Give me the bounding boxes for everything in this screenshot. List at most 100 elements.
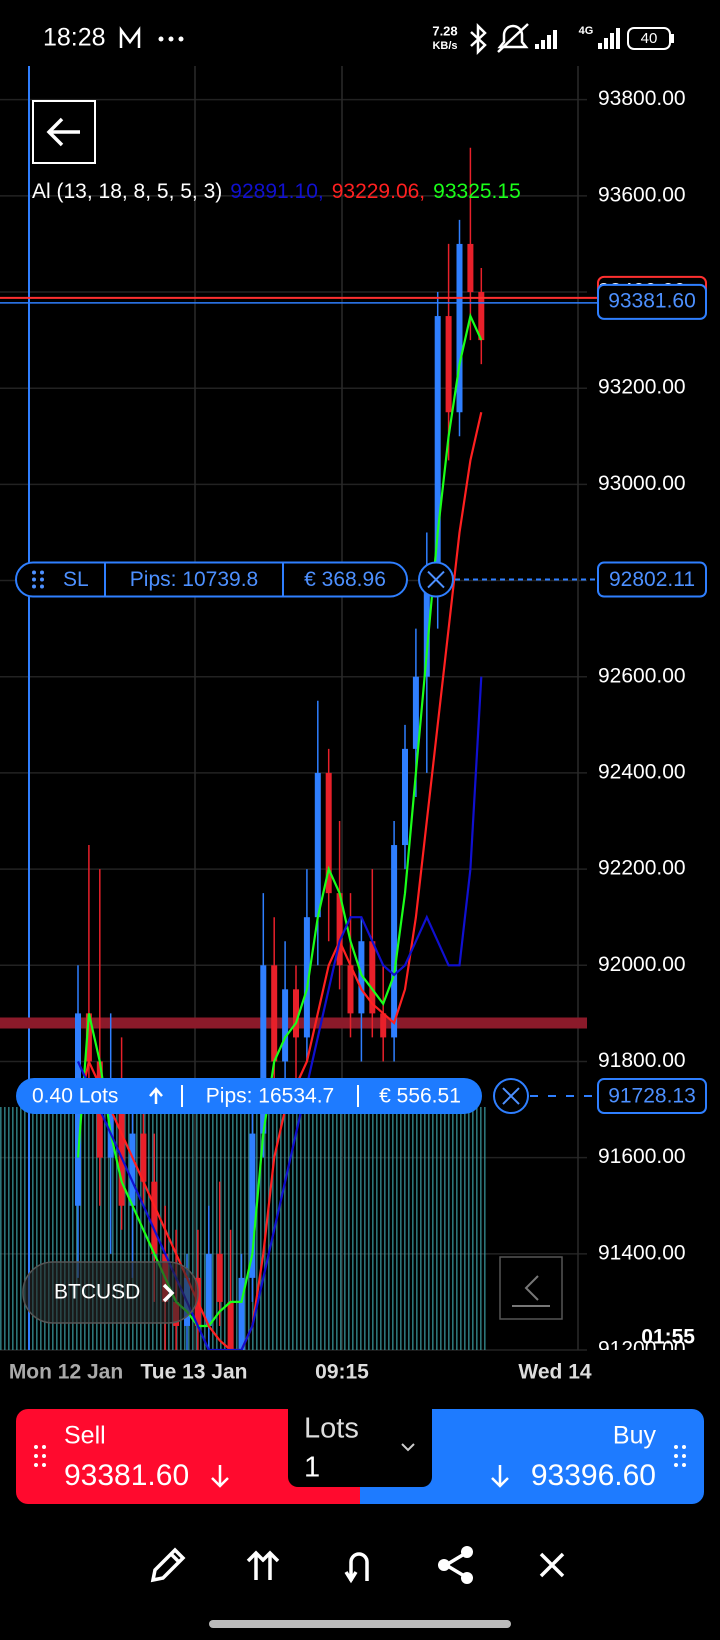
candle-body (314, 772, 321, 918)
y-tick-label: 91800.00 (598, 1049, 686, 1072)
order-price-label: 92802.11 (609, 568, 695, 591)
mail-icon (119, 26, 141, 48)
candle-body (205, 1253, 212, 1326)
buy-arrow (491, 1465, 509, 1488)
home-indicator (209, 1620, 511, 1628)
buy-button[interactable] (360, 1409, 704, 1504)
lots-dropdown (401, 1443, 415, 1452)
indicators-tool[interactable] (246, 1550, 280, 1580)
position-amount: € 556.51 (379, 1085, 461, 1108)
y-tick-label: 93800.00 (598, 87, 686, 110)
battery (627, 27, 671, 50)
close-x (502, 1087, 520, 1105)
candle-body (347, 965, 354, 1014)
candle-body (391, 845, 398, 1038)
candle-body (271, 965, 278, 1062)
close-x (427, 570, 445, 589)
share-dots (438, 1546, 473, 1584)
y-tick-label: 93600.00 (598, 183, 686, 206)
bluetooth-icon (470, 22, 487, 56)
close-tool[interactable] (539, 1552, 565, 1578)
x-tick-label: Mon 12 Jan (9, 1361, 123, 1384)
lots-arrow (149, 1087, 163, 1105)
silent-icon (497, 23, 529, 53)
candle-body (216, 1253, 223, 1302)
x-tick-label: Tue 13 Jan (141, 1361, 248, 1384)
candle-body (249, 1133, 256, 1278)
chart-area (0, 66, 587, 1350)
y-tick-label: 92200.00 (598, 857, 686, 880)
sell-arrow (211, 1465, 229, 1488)
candle-body (369, 941, 376, 1014)
drag-dot (32, 577, 36, 582)
plot (0, 147, 587, 1350)
drag-dot (32, 584, 36, 589)
candle-body (151, 1181, 158, 1254)
indicator-value: 93229.06, (332, 180, 425, 203)
chart-type-tool[interactable] (344, 1552, 369, 1584)
back-arrow (46, 117, 80, 147)
position-pill[interactable] (16, 1078, 482, 1115)
battery-level: 40 (641, 30, 658, 47)
drag-handle (674, 1445, 686, 1467)
candle-body (380, 1013, 387, 1038)
candle-body (325, 772, 332, 894)
net-speed: 7.28 (432, 23, 457, 38)
sell-button[interactable] (16, 1409, 360, 1504)
candle-body (467, 243, 474, 293)
scroll-end-button[interactable] (499, 1256, 563, 1320)
candle-body (293, 989, 299, 1038)
candle-body (129, 1133, 136, 1206)
price-label: 93381.60 (608, 289, 696, 312)
candle-body (456, 243, 463, 413)
y-tick-label: 91400.00 (598, 1241, 686, 1264)
position-pips: Pips: 16534.7 (206, 1085, 334, 1108)
drag-dot (40, 584, 44, 589)
signal-1 (535, 30, 557, 49)
indicator-value: 92891.10, (230, 180, 323, 203)
order-price-label: 91728.13 (608, 1085, 696, 1108)
x-tick-label: Wed 14 (518, 1361, 591, 1384)
candle-body (358, 941, 365, 1014)
y-tick-label: 93000.00 (598, 472, 686, 495)
lots-box[interactable] (288, 1409, 432, 1487)
candle-body (303, 917, 310, 1038)
sl-label: SL (63, 568, 89, 591)
sl-pips: Pips: 10739.8 (130, 568, 258, 591)
buy-label: Buy (613, 1422, 657, 1450)
sl-pill[interactable] (15, 561, 408, 598)
sl-amount: € 368.96 (304, 568, 386, 591)
drag-handle (34, 1445, 46, 1467)
scroll-end-icon (512, 1275, 550, 1307)
more-icon (158, 36, 184, 42)
x-axis: Mon 12 Jan Tue 13 Jan 09:15 Wed 14 (9, 1361, 592, 1384)
drag-dot (32, 570, 36, 575)
indicator-line (76, 411, 483, 1350)
candle-body (260, 965, 267, 1134)
order-price-box (597, 1078, 707, 1115)
candle-body (336, 893, 343, 966)
position-lots: 0.40 Lots (32, 1085, 118, 1108)
symbol-chip[interactable] (22, 1261, 199, 1324)
candle-body (238, 1277, 245, 1350)
indicator-line (76, 312, 483, 1328)
lots-box-top (288, 1409, 432, 1421)
buy-price: 93396.60 (531, 1459, 656, 1492)
sell-price: 93381.60 (64, 1459, 189, 1492)
candle-body (227, 1301, 234, 1350)
y-tick-label: 91200.00 (598, 1338, 686, 1361)
drag-dot (40, 577, 44, 582)
sell-label: Sell (64, 1422, 106, 1450)
signal-2 (598, 28, 620, 49)
drag-dot (40, 570, 44, 575)
chevron (162, 1283, 175, 1303)
indicator-name: Al (13, 18, 8, 5, 5, 3) (32, 180, 222, 203)
draw-tool[interactable] (150, 1547, 186, 1583)
overlays: 93800.0093600.0093400.0093200.0093000.00… (0, 87, 707, 1361)
net-unit: KB/s (432, 40, 457, 52)
candle-body (282, 989, 289, 1062)
y-tick-label: 93200.00 (598, 376, 686, 399)
indicator-label: Al (13, 18, 8, 5, 5, 3) 92891.10, 93229.06… (32, 180, 521, 203)
clock: 18:28 (43, 24, 106, 52)
